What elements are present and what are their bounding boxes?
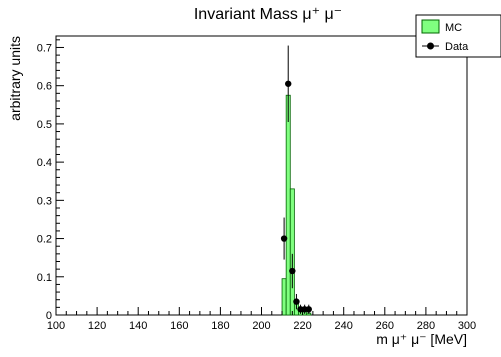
data-point-0	[280, 235, 288, 242]
x-tick-label-6: 220	[293, 320, 311, 332]
y-tick-label-5: 0.5	[37, 119, 52, 131]
x-tick-label-10: 300	[458, 320, 476, 332]
legend: MC Data	[415, 14, 501, 58]
x-tick-label-5: 200	[252, 320, 270, 332]
x-tick-label-1: 120	[88, 320, 106, 332]
legend-data-label: Data	[445, 41, 469, 53]
x-axis-ticks: 100 120 140 160 180 200 220 240 260 280 300	[47, 307, 476, 332]
y-tick-label-4: 0.4	[37, 157, 52, 169]
data-points	[280, 45, 312, 314]
y-tick-label-0: 0	[46, 310, 52, 322]
data-point-1	[285, 80, 292, 87]
y-axis-ticks: 0 0.1 0.2 0.3 0.4 0.5 0.6 0.7	[37, 39, 64, 322]
data-point-3	[293, 298, 300, 305]
y-tick-label-7: 0.7	[37, 42, 52, 54]
chart-title: Invariant Mass μ⁺ μ⁻	[194, 6, 342, 23]
legend-mc-swatch	[421, 19, 440, 34]
y-tick-label-1: 0.1	[37, 272, 52, 284]
legend-data-marker	[427, 42, 434, 50]
x-tick-label-9: 280	[417, 320, 435, 332]
y-axis-label: arbitrary units	[7, 36, 23, 121]
legend-mc-label: MC	[445, 22, 462, 34]
y-tick-label-2: 0.2	[37, 234, 52, 246]
x-tick-label-8: 260	[376, 320, 394, 332]
data-point-2	[289, 267, 296, 275]
mc-bin-2	[289, 188, 295, 316]
y-tick-label-3: 0.3	[37, 195, 52, 207]
plot-area: 100 120 140 160 180 200 220 240 260 280 300 0 0.1 0.…	[37, 35, 476, 332]
x-tick-label-4: 180	[211, 320, 229, 332]
x-tick-label-3: 160	[170, 320, 188, 332]
data-point-6	[305, 306, 312, 313]
y-tick-label-6: 0.6	[37, 81, 52, 93]
mc-bin-0	[281, 278, 287, 316]
x-axis-label: m μ⁺ μ⁻ [MeV]	[376, 331, 467, 347]
x-tick-label-2: 140	[129, 320, 147, 332]
x-tick-label-7: 240	[335, 320, 353, 332]
x-tick-label-0: 100	[47, 320, 65, 332]
mc-bin-1	[285, 94, 291, 316]
